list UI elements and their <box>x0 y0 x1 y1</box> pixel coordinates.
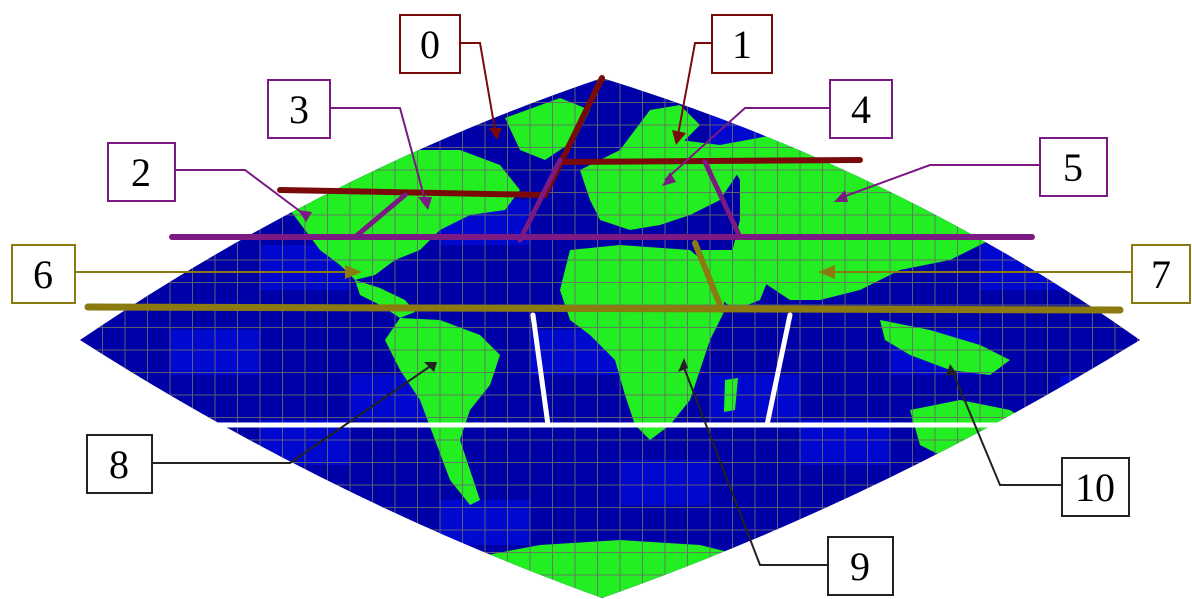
boundary-line-white-east <box>764 312 793 428</box>
arrowhead-5 <box>834 190 848 202</box>
boundary-line-7 <box>692 240 725 313</box>
label-box-1: 1 <box>711 14 773 74</box>
region-boundaries <box>84 75 1124 428</box>
arrowhead-4 <box>662 172 676 186</box>
label-box-7: 7 <box>1131 244 1191 304</box>
leader-line-3 <box>330 107 426 201</box>
boundary-line-3 <box>352 192 408 240</box>
leader-line-5 <box>839 164 1040 199</box>
label-text-3: 3 <box>289 87 309 132</box>
label-text-10: 10 <box>1075 465 1115 510</box>
label-text-2: 2 <box>131 150 151 195</box>
label-box-5: 5 <box>1039 137 1108 197</box>
label-text-5: 5 <box>1063 145 1083 190</box>
label-box-6: 6 <box>11 244 76 304</box>
leader-lines <box>75 42 1132 566</box>
boundary-line-4 <box>517 157 563 243</box>
leader-line-2 <box>175 169 306 216</box>
label-boxes: 0 1 2 3 4 5 6 7 <box>11 14 1191 596</box>
arrowhead-1 <box>672 130 686 145</box>
leader-line-1 <box>677 42 712 136</box>
label-text-6: 6 <box>33 252 53 297</box>
leader-line-4 <box>664 107 830 181</box>
label-text-7: 7 <box>1151 252 1171 297</box>
boundary-line-6-7 <box>84 303 1124 314</box>
label-box-4: 4 <box>829 79 893 139</box>
arrowhead-10 <box>946 364 957 376</box>
label-box-8: 8 <box>86 434 153 494</box>
arrowhead-7 <box>818 265 835 279</box>
arrowhead-2 <box>298 210 312 222</box>
arrowhead-9 <box>678 358 688 372</box>
label-text-9: 9 <box>850 544 870 589</box>
arrowhead-6 <box>345 265 362 279</box>
greenland-land <box>505 98 590 160</box>
arrowhead-8 <box>424 362 437 372</box>
leader-line-0 <box>460 42 496 131</box>
arrowhead-0 <box>489 128 502 140</box>
boundary-line-4b <box>702 159 743 240</box>
label-text-4: 4 <box>851 87 871 132</box>
boundary-line-1 <box>557 157 863 165</box>
south-america-land <box>385 318 500 505</box>
leader-line-9 <box>682 364 828 566</box>
label-box-10: 10 <box>1061 457 1130 517</box>
arrowhead-3 <box>418 197 432 210</box>
label-text-8: 8 <box>109 442 129 487</box>
leader-line-10 <box>951 369 1062 486</box>
label-box-9: 9 <box>827 536 894 596</box>
leader-line-8 <box>152 364 433 464</box>
label-text-1: 1 <box>732 22 752 67</box>
label-box-3: 3 <box>267 79 331 139</box>
boundary-line-white-west <box>530 312 551 428</box>
label-box-0: 0 <box>399 14 461 74</box>
label-box-2: 2 <box>107 142 176 202</box>
label-text-0: 0 <box>420 22 440 67</box>
